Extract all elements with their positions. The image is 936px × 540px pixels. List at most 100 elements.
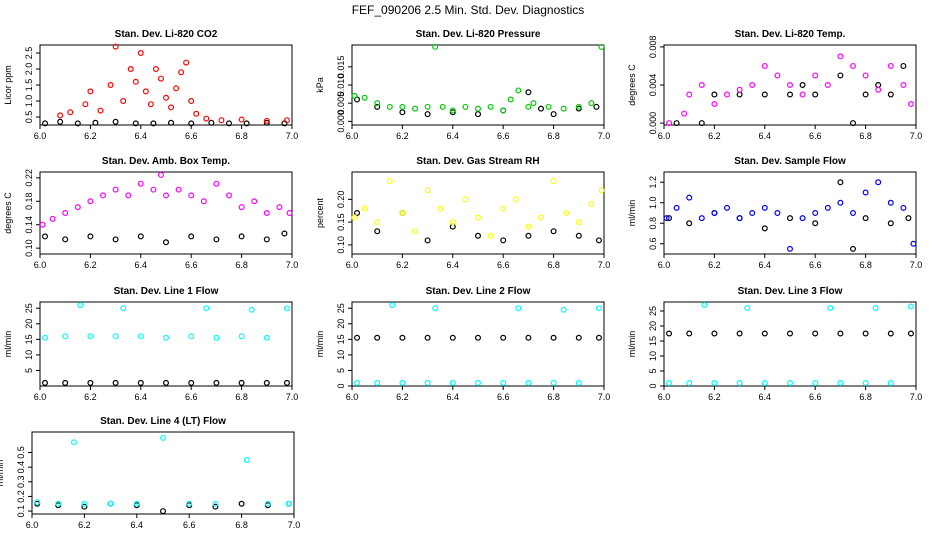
data-point xyxy=(424,103,431,110)
data-point xyxy=(374,100,381,107)
y-tick-label: 10 xyxy=(336,350,346,360)
data-point xyxy=(107,500,114,507)
series-black xyxy=(42,379,290,386)
data-point xyxy=(42,233,49,240)
data-point xyxy=(281,230,288,237)
data-point xyxy=(698,120,705,127)
data-point xyxy=(449,219,456,226)
x-tick-label: 6.8 xyxy=(235,520,248,530)
data-point xyxy=(137,379,144,386)
y-tick-label: 0.2 xyxy=(16,490,26,503)
y-tick-label: 0.18 xyxy=(24,193,34,211)
data-point xyxy=(150,120,157,127)
panel-title: Stan. Dev. Gas Stream RH xyxy=(416,156,539,167)
data-point xyxy=(595,237,602,244)
data-point xyxy=(412,228,419,235)
data-point xyxy=(57,112,64,119)
data-point xyxy=(812,72,819,79)
y-tick-label: 2.0 xyxy=(24,63,34,76)
data-point xyxy=(500,107,507,114)
data-point xyxy=(812,330,819,337)
data-point xyxy=(432,305,439,312)
data-point xyxy=(213,180,220,187)
panel-1: Stan. Dev. Li-820 CO2 Licor ppm 6.0 6.2 6.4 6… xyxy=(3,29,298,141)
data-point xyxy=(157,75,164,82)
panel-title: Stan. Dev. Li-820 Temp. xyxy=(735,29,846,40)
data-point xyxy=(515,87,522,94)
data-point xyxy=(112,186,119,193)
data-point xyxy=(900,62,907,69)
data-point xyxy=(432,43,439,50)
y-tick-label: 25 xyxy=(24,303,34,313)
x-tick-label: 6.4 xyxy=(759,260,772,270)
series-black xyxy=(673,62,907,127)
data-point xyxy=(862,189,869,196)
data-point xyxy=(666,215,673,222)
data-point xyxy=(264,500,271,507)
data-point xyxy=(887,62,894,69)
data-point xyxy=(87,333,94,340)
data-point xyxy=(910,240,917,247)
data-point xyxy=(42,379,49,386)
series-yellow xyxy=(351,178,605,239)
data-point xyxy=(263,334,270,341)
x-tick-label: 6.0 xyxy=(658,131,671,141)
data-point xyxy=(475,232,482,239)
panel-4: Stan. Dev. Amb. Box Temp. degrees C 6.0 6.2… xyxy=(3,156,298,270)
data-point xyxy=(525,89,532,96)
x-tick-label: 6.4 xyxy=(447,392,460,402)
data-point xyxy=(837,199,844,206)
x-tick-label: 6.0 xyxy=(26,520,39,530)
data-point xyxy=(550,178,557,185)
data-point xyxy=(673,120,680,127)
data-point xyxy=(500,205,507,212)
data-point xyxy=(87,379,94,386)
data-point xyxy=(598,43,605,50)
data-point xyxy=(263,117,270,124)
data-point xyxy=(188,120,195,127)
panel-3: Stan. Dev. Li-820 Temp. degrees C 6.0 6.2 6.… xyxy=(627,29,922,141)
data-point xyxy=(711,91,718,98)
x-tick-label: 6.6 xyxy=(183,520,196,530)
data-point xyxy=(827,305,834,312)
y-tick-label: 0.000 xyxy=(336,110,346,133)
data-point xyxy=(263,236,270,243)
panel-title: Stan. Dev. Line 2 Flow xyxy=(426,286,531,297)
data-point xyxy=(243,120,250,127)
data-point xyxy=(862,330,869,337)
data-point xyxy=(875,81,882,88)
data-point xyxy=(761,225,768,232)
data-point xyxy=(686,330,693,337)
panel-8: Stan. Dev. Line 2 Flow ml/min 6.0 6.2 6.4 6.6… xyxy=(315,286,610,402)
data-point xyxy=(213,379,220,386)
data-point xyxy=(593,103,600,110)
y-axis-label: Licor ppm xyxy=(3,65,13,105)
data-point xyxy=(475,334,482,341)
data-point xyxy=(188,333,195,340)
data-point xyxy=(774,72,781,79)
data-point xyxy=(163,239,170,246)
data-point xyxy=(286,210,293,217)
data-point xyxy=(736,86,743,93)
series-cyan xyxy=(354,302,602,386)
data-point xyxy=(34,499,41,506)
data-point xyxy=(475,379,482,386)
data-point xyxy=(786,380,793,387)
data-point xyxy=(226,192,233,199)
data-point xyxy=(152,65,159,72)
data-point xyxy=(424,237,431,244)
y-tick-label: 10 xyxy=(24,350,34,360)
plot-frame xyxy=(39,301,293,387)
data-point xyxy=(82,101,89,108)
plot-frame xyxy=(351,301,605,387)
data-point xyxy=(213,334,220,341)
data-point xyxy=(550,228,557,235)
data-point xyxy=(512,196,519,203)
x-tick-label: 6.2 xyxy=(396,260,409,270)
x-tick-label: 6.2 xyxy=(708,131,721,141)
x-tick-label: 6.6 xyxy=(185,131,198,141)
data-point xyxy=(663,215,670,222)
x-tick-label: 7.0 xyxy=(598,131,611,141)
data-point xyxy=(112,379,119,386)
data-point xyxy=(900,81,907,88)
